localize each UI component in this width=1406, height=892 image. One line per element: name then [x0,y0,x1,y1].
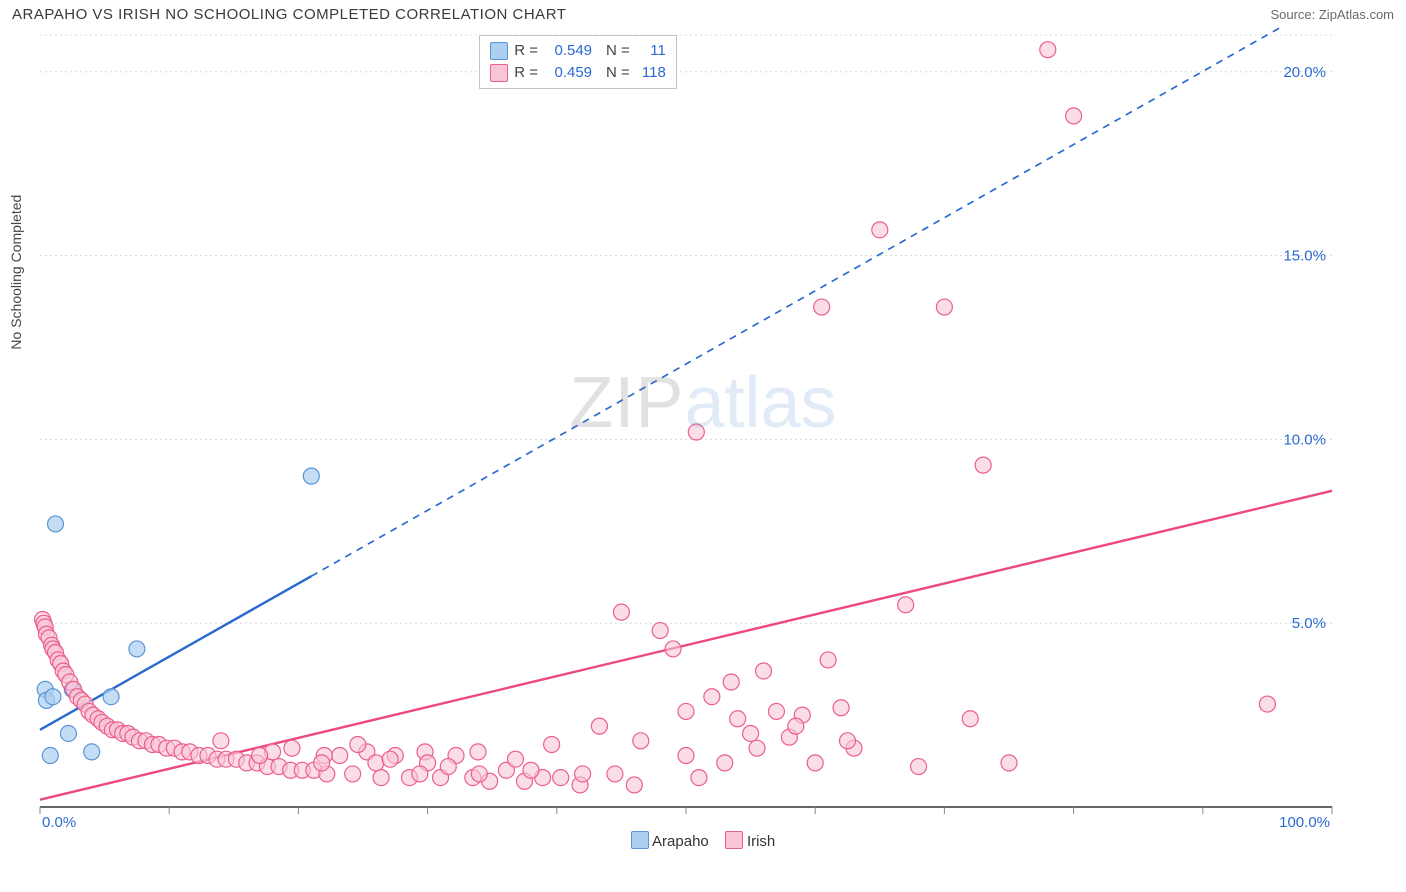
legend-item: Irish [725,833,776,850]
legend-swatch [725,831,743,849]
svg-text:0.0%: 0.0% [42,814,76,827]
svg-text:5.0%: 5.0% [1292,615,1326,632]
n-label: N = [606,62,630,84]
svg-text:100.0%: 100.0% [1279,814,1330,827]
legend-label: Irish [747,833,775,850]
r-label: R = [514,62,538,84]
svg-text:10.0%: 10.0% [1283,431,1326,448]
n-label: N = [606,40,630,62]
header: ARAPAHO VS IRISH NO SCHOOLING COMPLETED … [0,0,1406,27]
stats-row: R = 0.549 N = 11 [490,40,666,62]
series-swatch [490,42,508,60]
svg-text:15.0%: 15.0% [1283,248,1326,265]
series-swatch [490,64,508,82]
scatter-chart: 5.0% 10.0% 15.0% 20.0% 0.0% 100.0% [12,27,1352,827]
chart-container: No Schooling Completed 5.0%10.0%15.0%20.… [12,27,1394,827]
stats-row: R = 0.459 N = 118 [490,62,666,84]
n-value: 118 [636,62,666,84]
series-legend: Arapaho Irish [0,831,1406,850]
r-value: 0.549 [544,40,592,62]
legend-item: Arapaho [631,833,709,850]
y-axis-label: No Schooling Completed [8,195,24,350]
svg-text:20.0%: 20.0% [1283,64,1326,81]
r-label: R = [514,40,538,62]
correlation-stats-box: R = 0.549 N = 11 R = 0.459 N = 118 [479,35,677,89]
chart-title: ARAPAHO VS IRISH NO SCHOOLING COMPLETED … [12,6,566,23]
legend-label: Arapaho [652,833,709,850]
r-value: 0.459 [544,62,592,84]
source-label: Source: ZipAtlas.com [1270,7,1394,22]
legend-swatch [631,831,649,849]
n-value: 11 [636,40,666,62]
